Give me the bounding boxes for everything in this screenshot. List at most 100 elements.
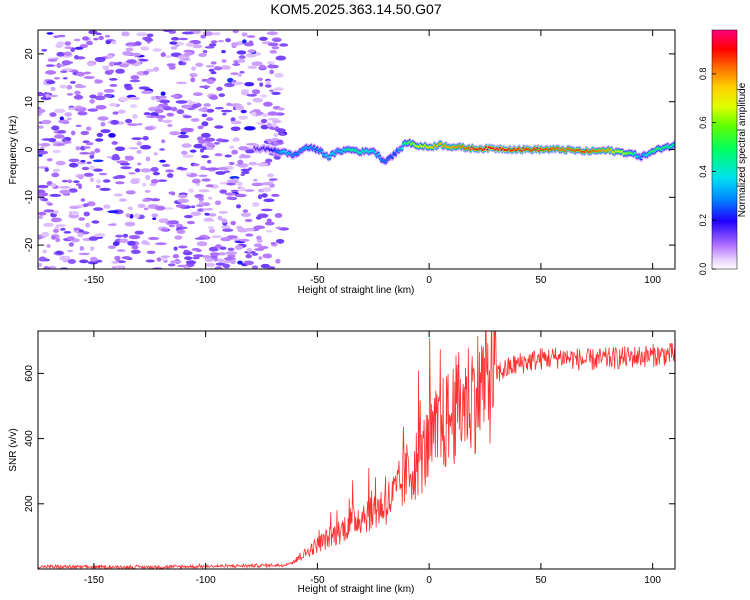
noise-cell xyxy=(273,39,282,42)
noise-cell xyxy=(276,139,284,144)
noise-cell xyxy=(103,204,111,209)
noise-cell xyxy=(236,58,246,63)
noise-cell xyxy=(55,224,66,227)
noise-cell xyxy=(201,155,210,159)
noise-cell xyxy=(214,125,224,129)
x-tick-label: -50 xyxy=(310,275,325,286)
noise-cell xyxy=(130,104,138,109)
noise-cell xyxy=(78,229,84,233)
noise-cell xyxy=(246,102,252,105)
noise-cell xyxy=(242,209,249,213)
noise-cell xyxy=(170,260,182,264)
noise-cell xyxy=(137,203,146,208)
noise-cell xyxy=(121,31,130,37)
noise-cell xyxy=(54,64,67,67)
noise-cell xyxy=(112,111,119,115)
noise-cell xyxy=(265,230,273,233)
noise-cell xyxy=(74,55,80,60)
noise-cell xyxy=(198,197,204,202)
noise-cell xyxy=(231,81,244,85)
noise-cell xyxy=(256,235,262,240)
noise-cell xyxy=(241,32,248,37)
y-tick-label: 10 xyxy=(24,96,35,108)
noise-cell xyxy=(87,62,95,67)
noise-cell xyxy=(265,158,273,163)
noise-cell xyxy=(219,246,227,250)
noise-cell xyxy=(59,84,68,89)
noise-cell xyxy=(61,138,67,142)
noise-cell xyxy=(145,156,151,162)
noise-cell xyxy=(109,69,114,74)
noise-cell xyxy=(131,137,143,141)
noise-cell xyxy=(190,118,200,122)
noise-cell xyxy=(111,141,118,145)
noise-cell xyxy=(176,109,185,115)
noise-cell xyxy=(244,227,255,232)
noise-cell xyxy=(59,116,64,121)
noise-cell xyxy=(204,46,215,49)
noise-cell xyxy=(275,226,282,230)
noise-cell xyxy=(150,167,159,172)
noise-cell xyxy=(158,218,168,223)
noise-cell xyxy=(125,118,133,124)
noise-cell xyxy=(240,168,251,172)
noise-cell xyxy=(251,89,261,95)
noise-cell xyxy=(93,207,104,211)
noise-cell xyxy=(38,108,46,114)
noise-cell xyxy=(183,249,190,253)
noise-cell xyxy=(67,259,77,264)
noise-cell xyxy=(144,38,154,42)
noise-cell xyxy=(215,262,226,266)
noise-cell xyxy=(209,252,220,256)
noise-cell xyxy=(109,103,118,107)
noise-cell xyxy=(157,179,168,182)
noise-cell xyxy=(168,65,176,70)
noise-cell xyxy=(259,82,264,87)
noise-cell xyxy=(174,235,183,240)
noise-cell xyxy=(145,242,150,246)
noise-cell xyxy=(215,171,226,175)
noise-cell xyxy=(138,58,149,62)
noise-cell xyxy=(267,138,272,144)
noise-cell xyxy=(132,114,138,119)
noise-cell xyxy=(51,172,60,178)
noise-cell xyxy=(57,130,67,134)
noise-cell xyxy=(136,141,142,146)
noise-cell xyxy=(103,89,115,93)
noise-cell xyxy=(95,58,105,63)
noise-cell xyxy=(152,171,160,176)
noise-cell xyxy=(230,179,239,184)
noise-cell xyxy=(162,119,173,124)
noise-cell xyxy=(221,224,231,230)
noise-cell xyxy=(143,207,149,211)
noise-cell xyxy=(108,133,116,138)
noise-cell xyxy=(110,119,119,125)
noise-cell xyxy=(38,125,44,129)
noise-cell xyxy=(253,243,263,248)
noise-cell xyxy=(238,55,246,59)
noise-cell xyxy=(67,117,72,121)
noise-cell xyxy=(38,91,44,97)
x-tick-label: -100 xyxy=(196,275,216,286)
noise-cell xyxy=(247,49,256,53)
noise-cell xyxy=(241,170,250,175)
noise-cell xyxy=(216,86,223,91)
noise-cell xyxy=(193,143,204,149)
noise-cell xyxy=(70,47,76,53)
noise-cell xyxy=(251,182,264,187)
noise-cell xyxy=(87,201,96,207)
noise-cell xyxy=(205,65,215,68)
noise-cell xyxy=(119,63,130,68)
y-tick-label: 20 xyxy=(24,48,35,60)
noise-cell xyxy=(89,256,98,262)
noise-cell xyxy=(38,184,49,189)
noise-cell xyxy=(161,139,166,144)
noise-cell xyxy=(39,256,47,261)
noise-cell xyxy=(111,156,121,161)
noise-cell xyxy=(262,187,272,192)
noise-cell xyxy=(196,136,204,142)
noise-cell xyxy=(67,249,74,253)
noise-cell xyxy=(136,32,148,37)
noise-cell xyxy=(210,40,218,44)
noise-cell xyxy=(128,147,139,150)
